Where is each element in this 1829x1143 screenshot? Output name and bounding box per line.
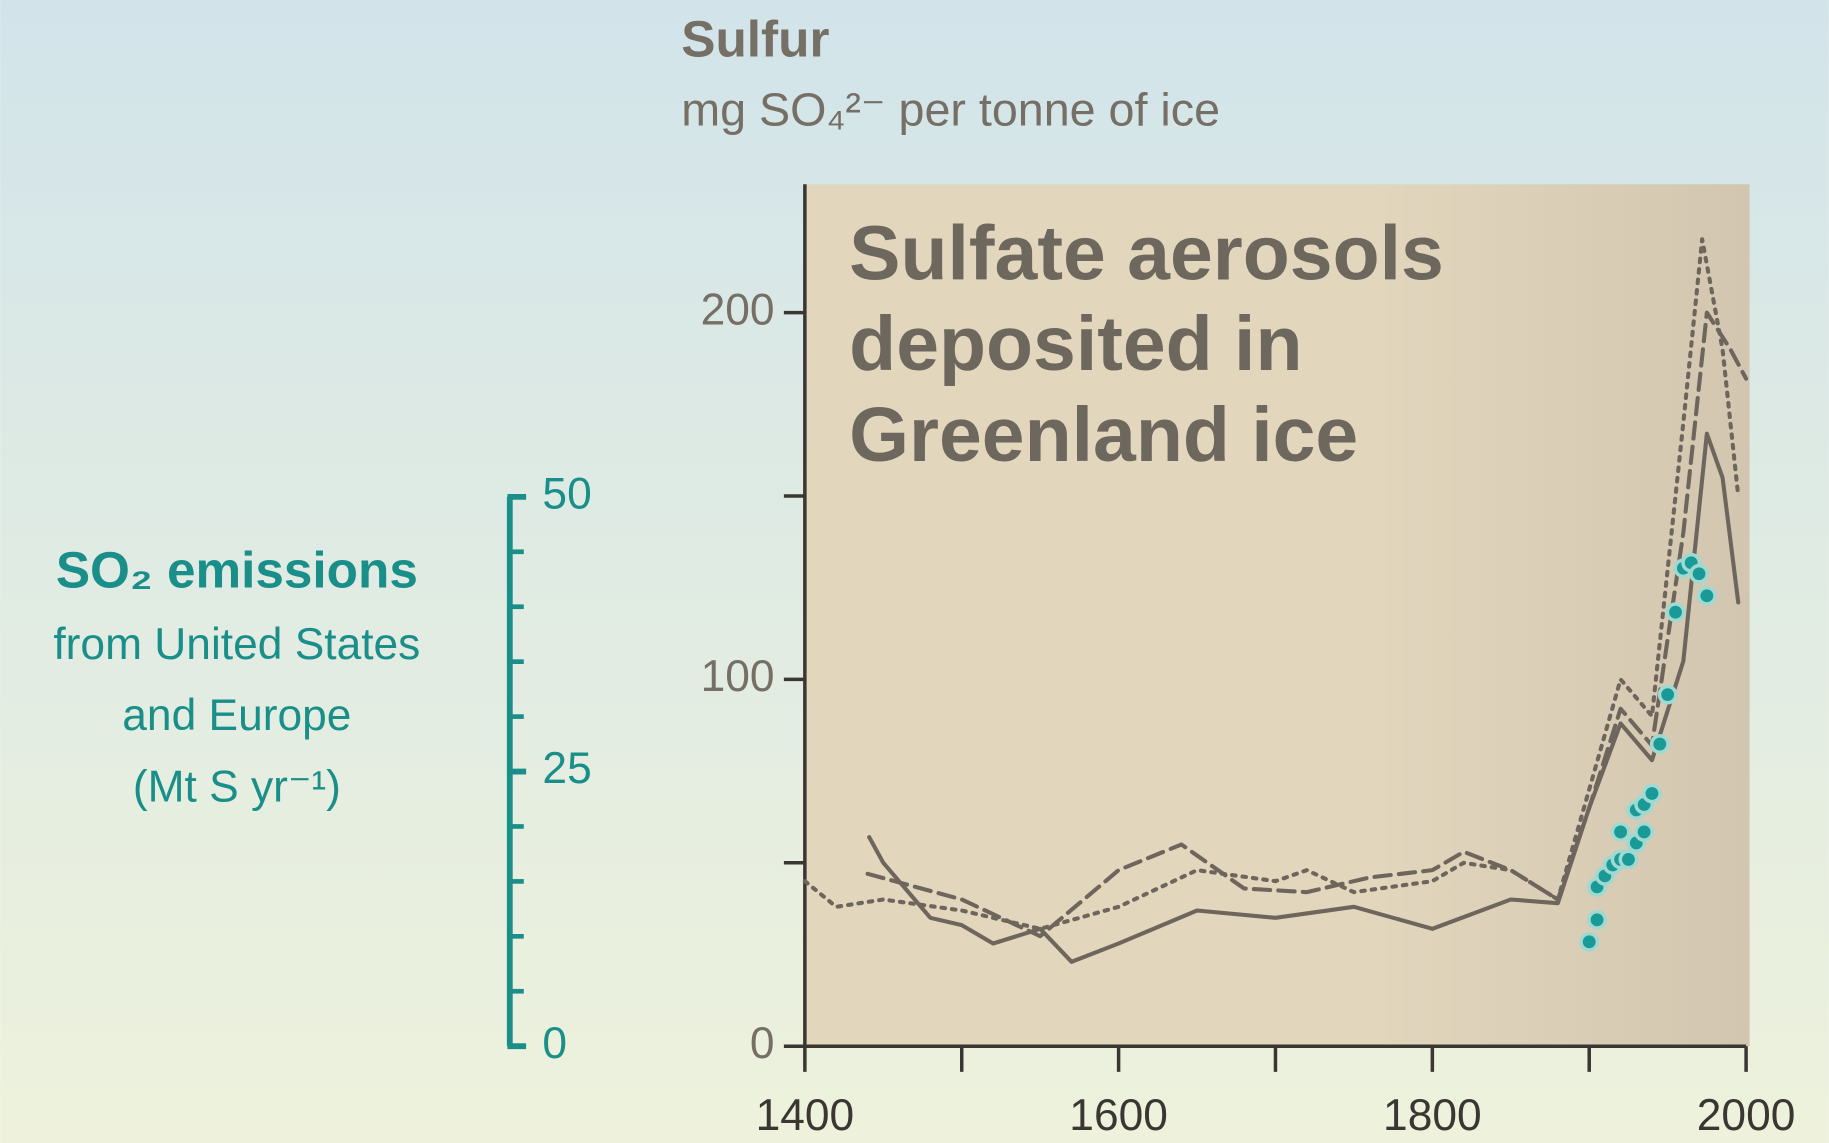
y-axis-label: Sulfur [681, 11, 829, 68]
y2-tick-label: 25 [542, 744, 591, 793]
y2-label-line: SO₂ emissions [56, 541, 418, 598]
y-tick-label: 0 [750, 1019, 775, 1068]
y-tick-label: 100 [701, 652, 775, 701]
sulfur-line [865, 310, 1749, 939]
emission-point [1610, 822, 1631, 842]
emission-point [1657, 684, 1678, 705]
sulfur-line [802, 237, 1741, 931]
plot-area [804, 184, 1750, 1047]
emission-point [1649, 734, 1670, 754]
x-tick-label: 1400 [756, 1091, 855, 1140]
x-tick-label: 2000 [1697, 1091, 1796, 1140]
chart-title: Sulfate aerosols deposited in Greenland … [849, 210, 1444, 478]
title-line: Sulfate aerosols [849, 210, 1444, 296]
emission-point [1618, 849, 1639, 870]
emission-point [1689, 563, 1709, 584]
y2-axis-label: SO₂ emissions from United States and Eur… [53, 541, 420, 811]
emission-point [1642, 783, 1662, 804]
x-tick-label: 1800 [1383, 1091, 1482, 1140]
y2-tick-label: 0 [542, 1019, 567, 1068]
emission-point [1696, 585, 1717, 606]
emission-point [1665, 602, 1686, 623]
y2-tick-label: 50 [542, 470, 591, 519]
y-axis-units: mg SO₄²⁻ per tonne of ice [681, 83, 1220, 135]
y2-label-line: (Mt S yr⁻¹) [133, 762, 341, 811]
emission-point [1587, 909, 1607, 930]
y2-label-line: and Europe [122, 691, 351, 740]
title-line: deposited in [849, 301, 1302, 387]
emission-point [1579, 931, 1600, 952]
y-tick-label: 200 [701, 285, 775, 334]
x-tick-label: 1600 [1069, 1091, 1168, 1140]
y2-label-line: from United States [53, 620, 420, 669]
title-line: Greenland ice [849, 392, 1358, 478]
emission-point [1634, 822, 1655, 842]
